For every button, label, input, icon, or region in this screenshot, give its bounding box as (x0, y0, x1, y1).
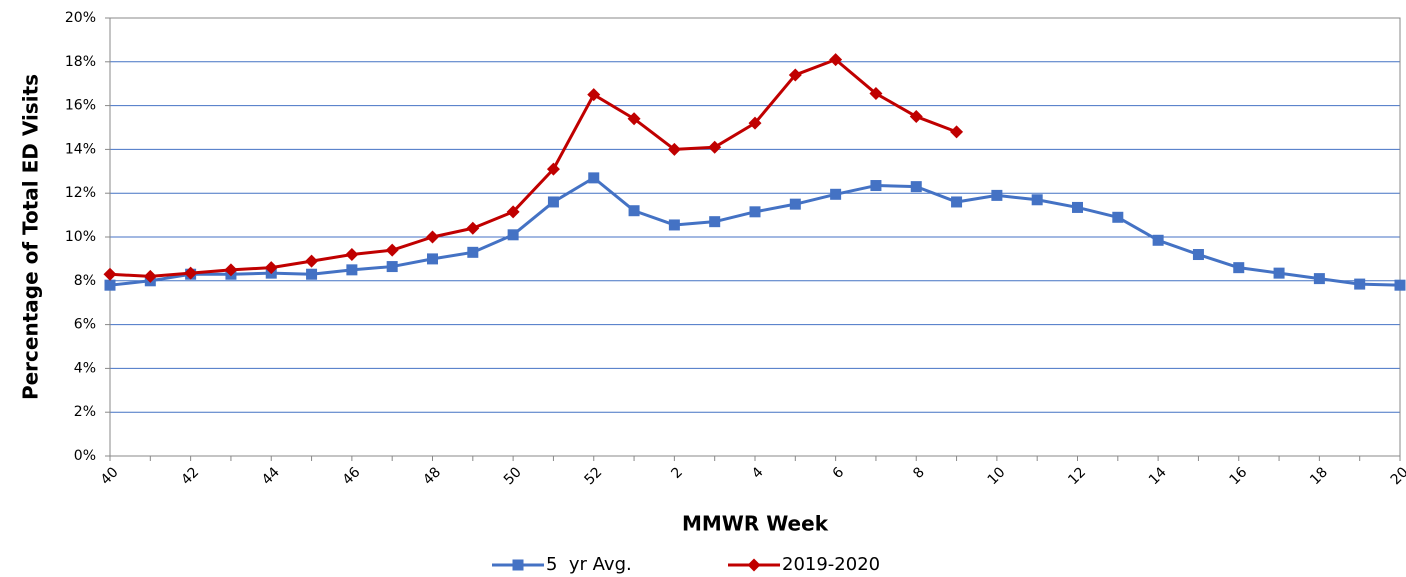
point (224, 263, 238, 277)
point (103, 267, 117, 281)
x-tick-label: 18 (1307, 464, 1331, 488)
point (507, 229, 519, 241)
y-tick-label: 20% (65, 10, 96, 26)
x-axis-title: MMWR Week (682, 512, 829, 536)
point (1072, 201, 1083, 213)
point (506, 205, 520, 219)
point (628, 205, 640, 217)
point (788, 68, 802, 82)
point (346, 264, 358, 276)
x-tick-label: 48 (420, 464, 444, 488)
series (104, 172, 1406, 291)
point (627, 112, 641, 126)
x-tick-label: 40 (98, 464, 122, 488)
y-tick-label: 8% (74, 273, 96, 289)
y-tick-label: 10% (65, 229, 96, 245)
point (427, 253, 438, 265)
point (1313, 273, 1325, 285)
point (104, 279, 116, 291)
x-tick-label: 4 (749, 464, 767, 482)
point (1031, 194, 1043, 206)
point (588, 172, 600, 184)
y-axis-title: Percentage of Total ED Visits (19, 74, 43, 400)
point (143, 269, 157, 283)
y-tick-label: 16% (65, 98, 96, 114)
y-tick-label: 14% (65, 141, 96, 157)
point (467, 246, 479, 258)
point (909, 110, 923, 124)
point (910, 181, 922, 193)
point (951, 196, 963, 208)
point (264, 261, 278, 275)
x-tick-label: 12 (1065, 464, 1089, 488)
point (991, 189, 1003, 201)
point (466, 221, 480, 235)
point (829, 53, 843, 67)
point (830, 188, 842, 200)
point (749, 206, 761, 218)
x-tick-label: 52 (581, 464, 605, 488)
x-tick-label: 16 (1226, 464, 1250, 488)
point (305, 254, 319, 268)
x-tick-label: 10 (985, 464, 1009, 488)
point (869, 87, 883, 101)
point (1273, 267, 1285, 279)
point (546, 162, 560, 176)
y-tick-label: 18% (65, 54, 96, 70)
x-tick-label: 14 (1146, 464, 1170, 488)
point (789, 198, 801, 210)
point (709, 216, 721, 228)
point (426, 230, 439, 244)
point (306, 268, 318, 280)
series-line (109, 58, 958, 278)
point (587, 88, 601, 102)
point (668, 219, 680, 231)
point (708, 140, 722, 154)
point (184, 266, 198, 280)
y-tick-label: 2% (74, 404, 96, 420)
legend-text: 2019-2020 (782, 554, 880, 575)
y-tick-label: 0% (74, 448, 96, 464)
point (345, 248, 359, 262)
point (747, 558, 761, 572)
x-tick-label: 42 (178, 464, 202, 488)
x-tick-label: 20 (1388, 464, 1406, 488)
point (1192, 249, 1204, 261)
x-tick-label: 2 (668, 464, 686, 482)
y-tick-label: 4% (74, 360, 96, 376)
point (748, 116, 762, 130)
point (1112, 211, 1124, 223)
x-tick-label: 46 (340, 464, 364, 488)
legend-text: 5 yr Avg. (546, 554, 632, 575)
point (870, 180, 882, 192)
x-tick-label: 8 (910, 464, 928, 482)
x-tick-label: 6 (830, 464, 848, 482)
point (950, 125, 964, 139)
point (386, 261, 398, 273)
y-tick-label: 12% (65, 185, 96, 201)
point (1394, 279, 1406, 291)
point (667, 142, 681, 156)
series (103, 53, 964, 283)
point (1354, 278, 1366, 290)
point (385, 243, 399, 257)
series-line (109, 176, 1401, 287)
point (1233, 262, 1245, 274)
point (512, 559, 524, 571)
point (1152, 234, 1164, 246)
point (547, 196, 559, 208)
x-tick-label: 44 (259, 464, 283, 488)
y-tick-label: 6% (74, 317, 96, 333)
x-tick-label: 50 (501, 464, 525, 488)
